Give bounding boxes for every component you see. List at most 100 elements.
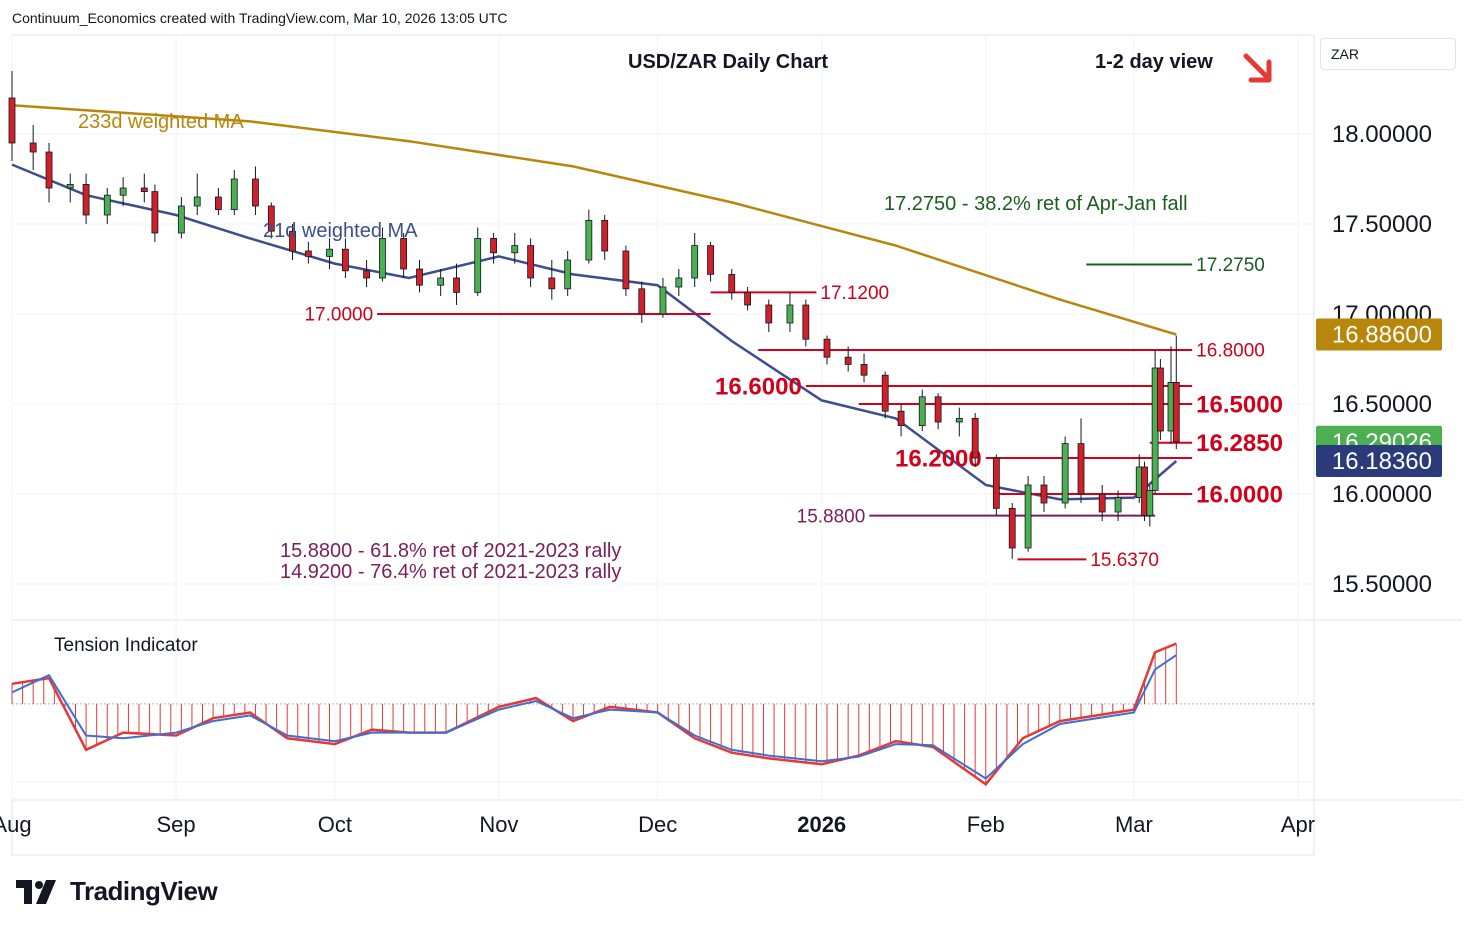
- level-label-15.8800: 15.8800: [797, 506, 866, 527]
- price-tag-label: 16.88600: [1332, 322, 1432, 349]
- candle-body: [177, 205, 185, 234]
- time-tick-label: Dec: [638, 812, 677, 837]
- candle-body: [474, 237, 482, 293]
- candle-body: [289, 230, 296, 252]
- price-tag-label: 16.18360: [1332, 448, 1432, 475]
- support-resistance-levels: 17.2750 17.1200 17.0000 16.8000 16.6000 16.50…: [304, 255, 1282, 571]
- candle-body: [511, 245, 519, 254]
- candle-body: [1172, 381, 1180, 443]
- level-label-15.6370: 15.6370: [1090, 550, 1159, 571]
- candle-body: [140, 187, 148, 192]
- candle-body: [934, 396, 942, 423]
- view-label: 1-2 day view: [1095, 51, 1213, 73]
- candle-body: [992, 457, 1000, 509]
- ma21-line: [11, 163, 1178, 501]
- candle-body: [548, 277, 556, 290]
- candle-body: [675, 277, 683, 288]
- fib-618-label: 15.8800 - 61.8% ret of 2021-2023 rally: [280, 540, 621, 562]
- candle-body: [82, 183, 90, 216]
- candle-body: [691, 245, 699, 279]
- price-tick-label: 17.50000: [1332, 211, 1432, 238]
- candle-body: [786, 304, 794, 324]
- level-label-17.0000: 17.0000: [304, 305, 373, 326]
- candle-body: [326, 248, 333, 257]
- candle-body: [844, 356, 852, 365]
- time-tick-label: 2026: [797, 812, 846, 837]
- price-tick-label: 16.50000: [1332, 391, 1432, 418]
- time-tick-label: Oct: [318, 812, 352, 837]
- tradingview-brand[interactable]: TradingView: [16, 876, 218, 907]
- main-pane-frame: [11, 34, 1315, 856]
- level-label-16.5000: 16.5000: [1196, 391, 1283, 418]
- fib-764-label: 14.9200 - 76.4% ret of 2021-2023 rally: [280, 561, 621, 583]
- candle-body: [823, 338, 831, 358]
- candle-body: [267, 205, 275, 232]
- candle-body: [728, 273, 736, 293]
- candle-body: [765, 304, 773, 324]
- candle-body: [193, 196, 201, 207]
- level-label-16.0000: 16.0000: [1196, 481, 1283, 508]
- price-axis[interactable]: 18.0000017.5000017.0000016.5000016.00000…: [1332, 121, 1432, 598]
- oscillator-signal-line: [11, 654, 1177, 780]
- candle-body: [400, 237, 408, 270]
- candle-body: [622, 250, 630, 290]
- price-tag-box: [1316, 444, 1442, 477]
- time-tick-label: Nov: [479, 812, 518, 837]
- candle-body: [252, 178, 259, 207]
- ma233-line: [11, 103, 1177, 336]
- candle-body: [744, 291, 752, 306]
- candle-body: [304, 250, 312, 257]
- time-axis[interactable]: Aug Sep Oct Nov Dec 2026 Feb Mar Apr: [0, 812, 1315, 837]
- candle-body: [363, 270, 370, 279]
- chart-title: USD/ZAR Daily Chart: [628, 51, 828, 73]
- candle-body: [971, 417, 979, 459]
- time-tick-label: Feb: [967, 812, 1005, 837]
- candle-body: [1098, 493, 1106, 513]
- price-tick-label: 18.00000: [1332, 121, 1432, 148]
- gridlines: [11, 35, 1314, 800]
- candle-body: [881, 374, 889, 412]
- level-label-16.8000: 16.8000: [1196, 341, 1265, 362]
- candle-body: [453, 277, 460, 293]
- time-tick-label: Mar: [1115, 812, 1153, 837]
- candlesticks: [8, 71, 1180, 559]
- moving-averages: [11, 103, 1178, 501]
- candle-body: [638, 288, 646, 315]
- candle-body: [214, 196, 222, 211]
- candle-body: [230, 178, 238, 211]
- ma233-label: 233d weighted MA: [78, 111, 244, 133]
- candle-body: [490, 237, 497, 254]
- candle-body: [802, 304, 810, 340]
- level-label-16.2850: 16.2850: [1196, 430, 1283, 457]
- candle-body: [437, 277, 445, 286]
- candle-body: [1157, 367, 1164, 432]
- candle-body: [379, 237, 386, 279]
- level-label-17.2750: 17.2750: [1196, 255, 1265, 276]
- currency-selector[interactable]: ZAR: [1320, 38, 1456, 70]
- level-label-17.1200: 17.1200: [820, 283, 889, 304]
- candle-body: [860, 363, 868, 376]
- candle-body: [103, 194, 111, 216]
- oscillator-line: [11, 642, 1177, 786]
- candle-body: [601, 219, 609, 252]
- tradingview-logo-icon: [16, 879, 56, 904]
- candle-body: [1024, 484, 1032, 549]
- candle-body: [527, 245, 535, 279]
- price-tick-label: 15.50000: [1332, 571, 1432, 598]
- candle-body: [1040, 484, 1048, 504]
- ma21-label: 21d weighted MA: [263, 220, 418, 242]
- candle-body: [1114, 497, 1122, 513]
- candle-body: [1077, 443, 1085, 495]
- candle-body: [955, 417, 963, 423]
- candle-body: [342, 248, 349, 272]
- candle-body: [918, 396, 926, 426]
- candle-body: [564, 259, 572, 290]
- candle-body: [151, 191, 159, 234]
- candle-body: [897, 410, 905, 427]
- candle-body: [585, 219, 593, 261]
- candle-body: [416, 268, 423, 286]
- candle-body: [45, 151, 53, 189]
- chart-attribution-header: Continuum_Economics created with Trading…: [12, 10, 508, 26]
